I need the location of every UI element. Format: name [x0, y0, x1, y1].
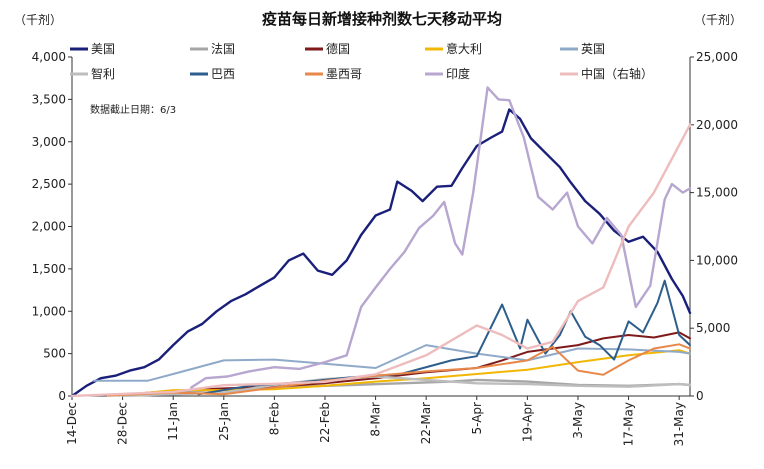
- y-tick-label: 500: [43, 347, 66, 361]
- y-tick-label: 4,000: [32, 50, 66, 64]
- y2-tick-label: 25,000: [696, 50, 738, 64]
- series-line-墨西哥: [107, 343, 691, 397]
- series-line-印度: [190, 86, 692, 389]
- legend-label: 中国（右轴）: [581, 66, 653, 81]
- y-tick-label: 3,000: [32, 135, 66, 149]
- data-cutoff-note: 数据截止日期：6/3: [90, 103, 176, 116]
- series-line-中国（右轴）: [70, 123, 692, 398]
- x-tick-label: 31-May: [672, 402, 686, 446]
- legend-label: 印度: [446, 66, 470, 81]
- legend-label: 德国: [326, 41, 350, 56]
- x-tick-label: 25-Jan: [217, 402, 231, 441]
- x-tick-label: 11-Jan: [166, 402, 180, 441]
- x-tick-label: 28-Dec: [116, 402, 130, 445]
- y-tick-label: 2,000: [32, 220, 66, 234]
- x-tick-label: 19-Apr: [520, 402, 534, 442]
- legend-label: 意大利: [446, 41, 482, 56]
- y2-tick-label: 15,000: [696, 186, 738, 200]
- right-axis-unit: （千剂）: [694, 12, 742, 27]
- y-tick-label: 3,500: [32, 92, 66, 106]
- chart-title: 疫苗每日新增接种剂数七天移动平均: [262, 10, 502, 28]
- y2-tick-label: 20,000: [696, 118, 738, 132]
- y-tick-label: 2,500: [32, 177, 66, 191]
- series-line-智利: [106, 375, 692, 397]
- x-tick-label: 22-Mar: [419, 402, 433, 444]
- y2-tick-label: 5,000: [696, 321, 730, 335]
- legend-label: 美国: [91, 42, 115, 56]
- y-tick-label: 1,500: [32, 262, 66, 276]
- legend-label: 英国: [581, 42, 605, 56]
- y-tick-label: 1,000: [32, 304, 66, 318]
- legend-label: 智利: [91, 66, 115, 81]
- x-tick-label: 22-Feb: [318, 402, 332, 443]
- x-tick-label: 8-Mar: [369, 402, 383, 437]
- series-layer: [70, 86, 692, 398]
- x-tick-label: 14-Dec: [65, 402, 79, 445]
- series-line-美国: [70, 108, 692, 398]
- legend-label: 法国: [211, 42, 235, 56]
- series-line-德国: [118, 331, 691, 397]
- x-tick-label: 5-Apr: [470, 402, 484, 435]
- x-tick-label: 8-Feb: [267, 402, 281, 435]
- y2-tick-label: 0: [696, 389, 704, 403]
- x-tick-label: 17-May: [622, 402, 636, 446]
- series-line-英国: [92, 344, 691, 382]
- y2-tick-label: 10,000: [696, 253, 738, 267]
- left-axis-unit: （千剂）: [14, 12, 62, 27]
- legend-label: 墨西哥: [326, 67, 362, 81]
- y-tick-label: 0: [58, 389, 66, 403]
- axes: 0 500 1,000 1,500 2,000 2,500 3,000 3,500 4,000 0…: [32, 50, 738, 446]
- x-tick-label: 3-May: [571, 402, 585, 439]
- legend-label: 巴西: [211, 67, 235, 81]
